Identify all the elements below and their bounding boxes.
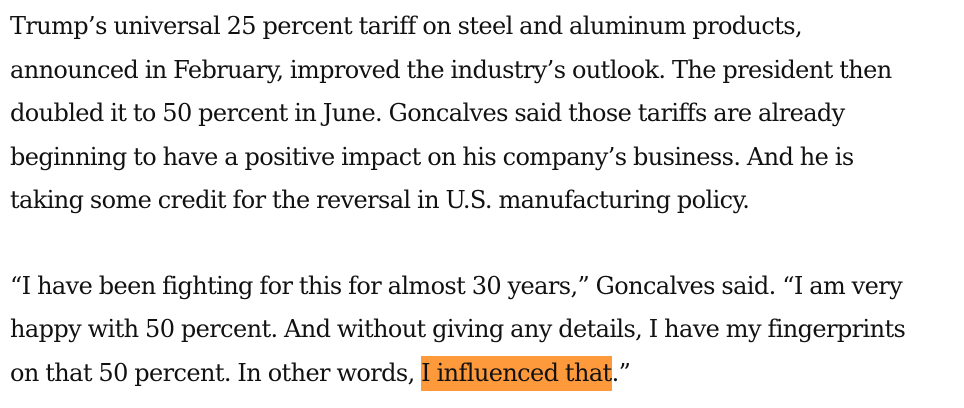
text-line: taking some credit for the reversal in U… [10,186,750,214]
text-line: Trump’s universal 25 percent tariff on s… [10,12,803,40]
article-body: Trump’s universal 25 percent tariff on s… [10,5,960,395]
text-line: “I have been fighting for this for almos… [10,271,903,300]
highlighted-text[interactable]: I influenced that [421,355,612,391]
text-line: doubled it to 50 percent in June. Goncal… [10,99,845,127]
text-line-last: on that 50 percent. In other words, I in… [10,352,960,396]
paragraph-quote: “I have been fighting for this for almos… [10,265,960,396]
text-after-highlight: .” [611,358,631,387]
text-line: announced in February, improved the indu… [10,55,892,84]
text-before-highlight: on that 50 percent. In other words, [10,358,422,387]
paragraph-tariffs: Trump’s universal 25 percent tariff on s… [10,5,960,223]
text-line: happy with 50 percent. And without givin… [10,315,906,343]
text-line: beginning to have a positive impact on h… [10,142,854,171]
